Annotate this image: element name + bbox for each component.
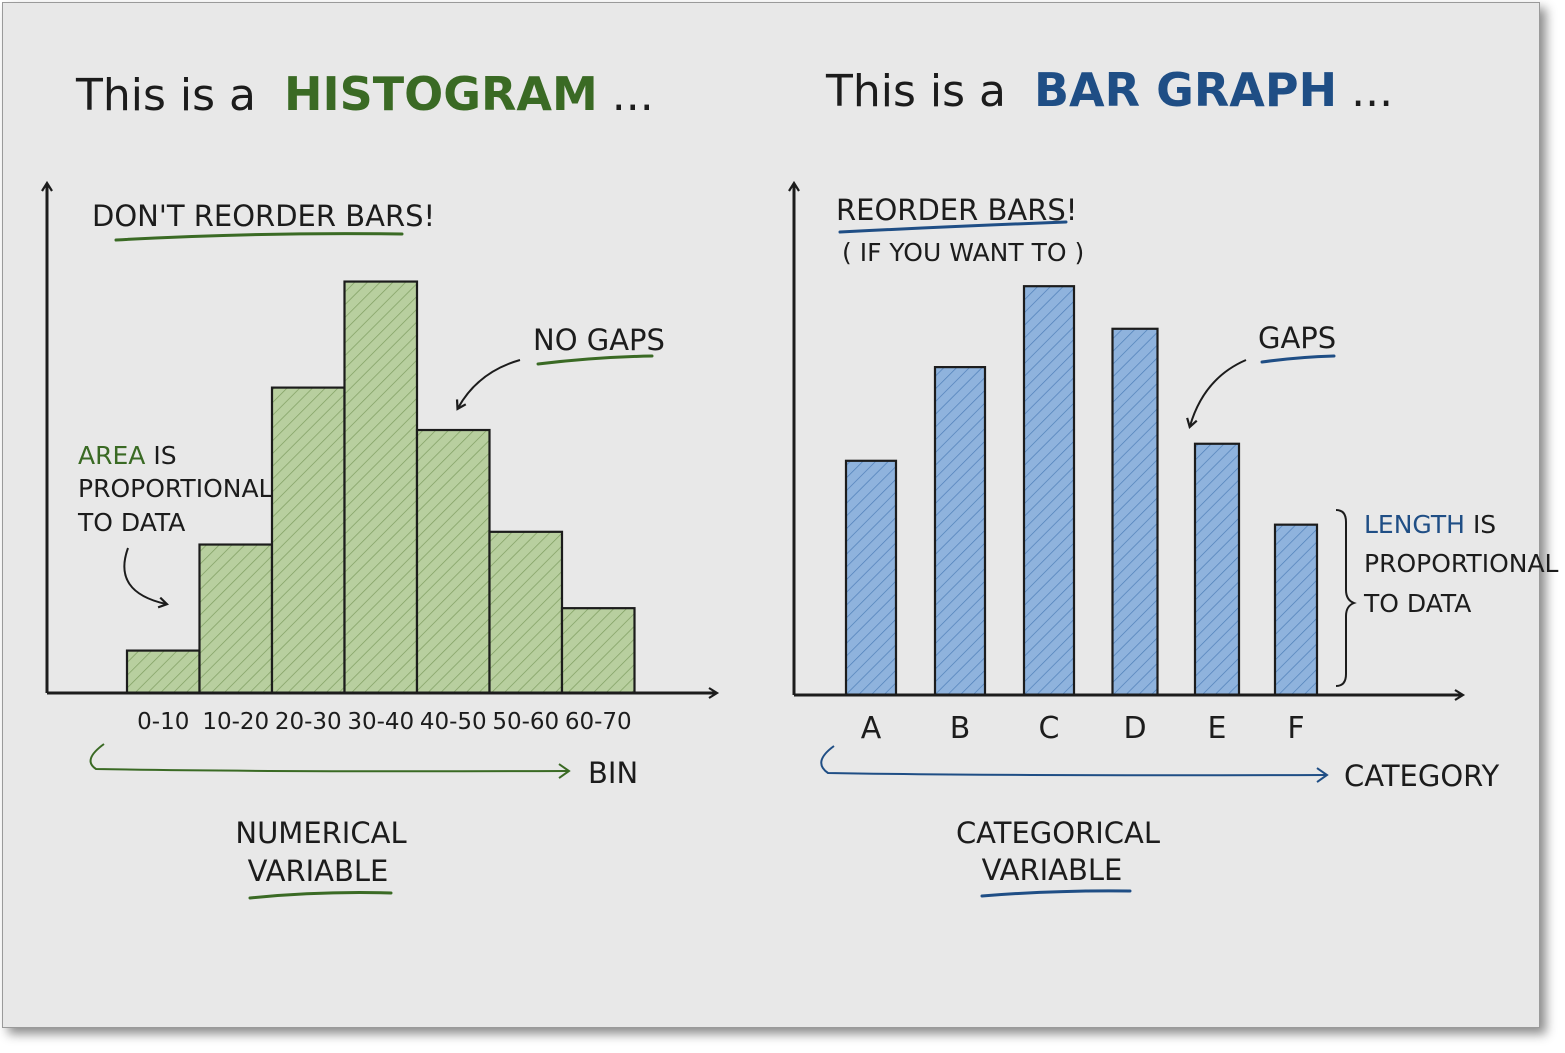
histogram-tick-label: 60-70: [565, 709, 632, 735]
histogram-bars: [125, 280, 636, 695]
bargraph-title-suffix: ...: [1351, 66, 1393, 117]
bargraph-bar-A: [844, 459, 898, 697]
histogram-axis-label: BIN: [588, 756, 638, 790]
bargraph-gap-note: GAPS: [1258, 321, 1336, 355]
bargraph-tick-label: D: [1123, 711, 1146, 746]
histogram-bar-30-40: [343, 280, 419, 695]
length-note-line3: TO DATA: [1363, 589, 1471, 618]
bargraph-variable-line1: CATEGORICAL: [956, 816, 1160, 850]
bargraph-top-note-underline: [838, 220, 1068, 234]
histogram-bar-10-20: [198, 543, 274, 695]
length-note-line1-rest: IS: [1473, 510, 1496, 539]
histogram-variable-line1: NUMERICAL: [235, 816, 406, 850]
histogram-title-highlight: HISTOGRAM: [284, 67, 598, 121]
histogram-tick-label: 0-10: [137, 709, 189, 735]
bargraph-bar-E: [1193, 442, 1241, 697]
area-note-line1: AREA IS: [78, 441, 177, 470]
bargraph-tick-labels: A B C D E F: [861, 711, 1305, 746]
bargraph-tick-label: C: [1039, 711, 1060, 746]
length-note-line1: LENGTH IS: [1364, 510, 1496, 539]
histogram-tick-label: 40-50: [420, 709, 487, 735]
bargraph-axis-label: CATEGORY: [1344, 759, 1499, 793]
histogram-panel: This is a HISTOGRAM ... DON'T REORDER BA…: [41, 67, 720, 900]
area-note-line3: TO DATA: [77, 508, 185, 537]
area-note-line1-rest: IS: [153, 441, 176, 470]
bargraph-gap-arrow: [1186, 359, 1247, 429]
histogram-tick-label: 30-40: [347, 709, 414, 735]
histogram-gap-underline: [536, 354, 654, 366]
area-note-highlight: AREA: [78, 441, 145, 470]
bargraph-tick-label: E: [1208, 711, 1227, 746]
bargraph-bar-F: [1273, 523, 1319, 697]
histogram-top-note: DON'T REORDER BARS!: [92, 199, 435, 233]
area-note-line2: PROPORTIONAL: [78, 474, 273, 503]
bargraph-variable-line2: VARIABLE: [982, 853, 1123, 887]
histogram-top-note-underline: [114, 232, 404, 242]
histogram-variable-line2: VARIABLE: [248, 854, 389, 888]
histogram-gap-note: NO GAPS: [533, 323, 665, 357]
histogram-bar-50-60: [488, 530, 564, 695]
histogram-tick-label: 20-30: [275, 709, 342, 735]
bargraph-bars: [844, 285, 1319, 697]
length-note-highlight: LENGTH: [1364, 510, 1465, 539]
bargraph-bar-C: [1022, 285, 1076, 697]
length-note-line2: PROPORTIONAL: [1364, 549, 1559, 578]
histogram-variable-underline: [248, 891, 393, 900]
histogram-title-suffix: ...: [612, 70, 654, 121]
histogram-tick-labels: 0-10 10-20 20-30 30-40 40-50 50-60 60-70: [137, 709, 632, 735]
histogram-bar-20-30: [270, 386, 346, 695]
diagram-card: [2, 2, 1540, 1028]
length-brace: [1335, 509, 1357, 687]
bargraph-top-subnote: ( IF YOU WANT TO ): [842, 238, 1084, 267]
bargraph-tick-label: A: [861, 711, 882, 746]
histogram-tick-label: 10-20: [202, 709, 269, 735]
histogram-title: This is a HISTOGRAM ...: [75, 67, 654, 121]
bargraph-tick-label: B: [950, 711, 971, 746]
bargraph-gap-underline: [1260, 354, 1336, 364]
histogram-bar-60-70: [560, 607, 636, 695]
area-note-arrow: [123, 547, 170, 609]
bargraph-title: This is a BAR GRAPH ...: [825, 63, 1393, 117]
histogram-bin-arrow: [89, 743, 571, 779]
bargraph-bar-B: [933, 366, 987, 697]
bargraph-title-prefix: This is a: [825, 66, 1006, 117]
histogram-tick-label: 50-60: [492, 709, 559, 735]
histogram-bar-40-50: [415, 428, 491, 695]
bargraph-panel: This is a BAR GRAPH ... REORDER BARS! ( …: [788, 63, 1559, 898]
histogram-bar-0-10: [125, 649, 201, 695]
bargraph-bar-D: [1111, 327, 1159, 697]
bargraph-category-arrow: [820, 745, 1329, 783]
bargraph-title-highlight: BAR GRAPH: [1034, 63, 1337, 117]
histogram-title-prefix: This is a: [75, 70, 256, 121]
bargraph-top-note: REORDER BARS!: [836, 193, 1077, 227]
histogram-gap-arrow: [455, 359, 521, 411]
bargraph-variable-underline: [980, 889, 1132, 898]
bargraph-tick-label: F: [1287, 711, 1304, 746]
